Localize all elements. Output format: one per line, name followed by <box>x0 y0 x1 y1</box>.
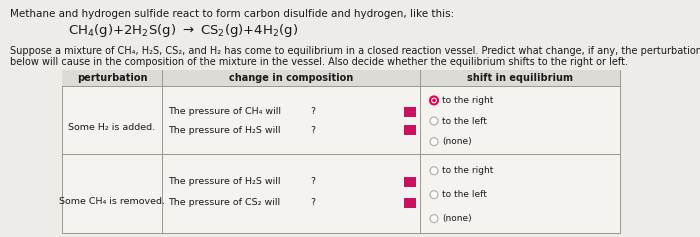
Text: change in composition: change in composition <box>229 73 353 83</box>
Text: perturbation: perturbation <box>77 73 147 83</box>
Circle shape <box>430 167 438 175</box>
Text: to the left: to the left <box>442 117 487 126</box>
Circle shape <box>430 117 438 125</box>
Text: shift in equilibrium: shift in equilibrium <box>467 73 573 83</box>
Circle shape <box>432 99 436 102</box>
Text: The pressure of H₂S will: The pressure of H₂S will <box>168 177 281 186</box>
Text: ?: ? <box>310 107 315 116</box>
Circle shape <box>430 96 438 105</box>
Bar <box>404 125 416 135</box>
Bar <box>62 70 620 233</box>
Text: CH$_4$(g)+2H$_2$S(g) $\rightarrow$ CS$_2$(g)+4H$_2$(g): CH$_4$(g)+2H$_2$S(g) $\rightarrow$ CS$_2… <box>68 22 298 39</box>
Circle shape <box>430 191 438 199</box>
Text: The pressure of CH₄ will: The pressure of CH₄ will <box>168 107 281 116</box>
Circle shape <box>430 138 438 146</box>
Bar <box>404 107 416 117</box>
Text: ?: ? <box>310 177 315 186</box>
Bar <box>404 198 416 208</box>
Text: Some H₂ is added.: Some H₂ is added. <box>69 123 155 132</box>
Bar <box>62 70 620 86</box>
Text: (none): (none) <box>442 137 472 146</box>
Text: Methane and hydrogen sulfide react to form carbon disulfide and hydrogen, like t: Methane and hydrogen sulfide react to fo… <box>10 9 454 19</box>
Text: to the right: to the right <box>442 96 493 105</box>
Text: (none): (none) <box>442 214 472 223</box>
Text: Suppose a mixture of CH₄, H₂S, CS₂, and H₂ has come to equilibrium in a closed r: Suppose a mixture of CH₄, H₂S, CS₂, and … <box>10 46 700 56</box>
Text: The pressure of CS₂ will: The pressure of CS₂ will <box>168 198 280 207</box>
Text: The pressure of H₂S will: The pressure of H₂S will <box>168 126 281 135</box>
Bar <box>404 177 416 187</box>
Text: below will cause in the composition of the mixture in the vessel. Also decide wh: below will cause in the composition of t… <box>10 57 628 67</box>
Text: ?: ? <box>310 198 315 207</box>
Text: ?: ? <box>310 126 315 135</box>
Text: Some CH₄ is removed.: Some CH₄ is removed. <box>59 197 165 206</box>
Text: to the right: to the right <box>442 166 493 175</box>
Circle shape <box>430 215 438 223</box>
Text: to the left: to the left <box>442 190 487 199</box>
